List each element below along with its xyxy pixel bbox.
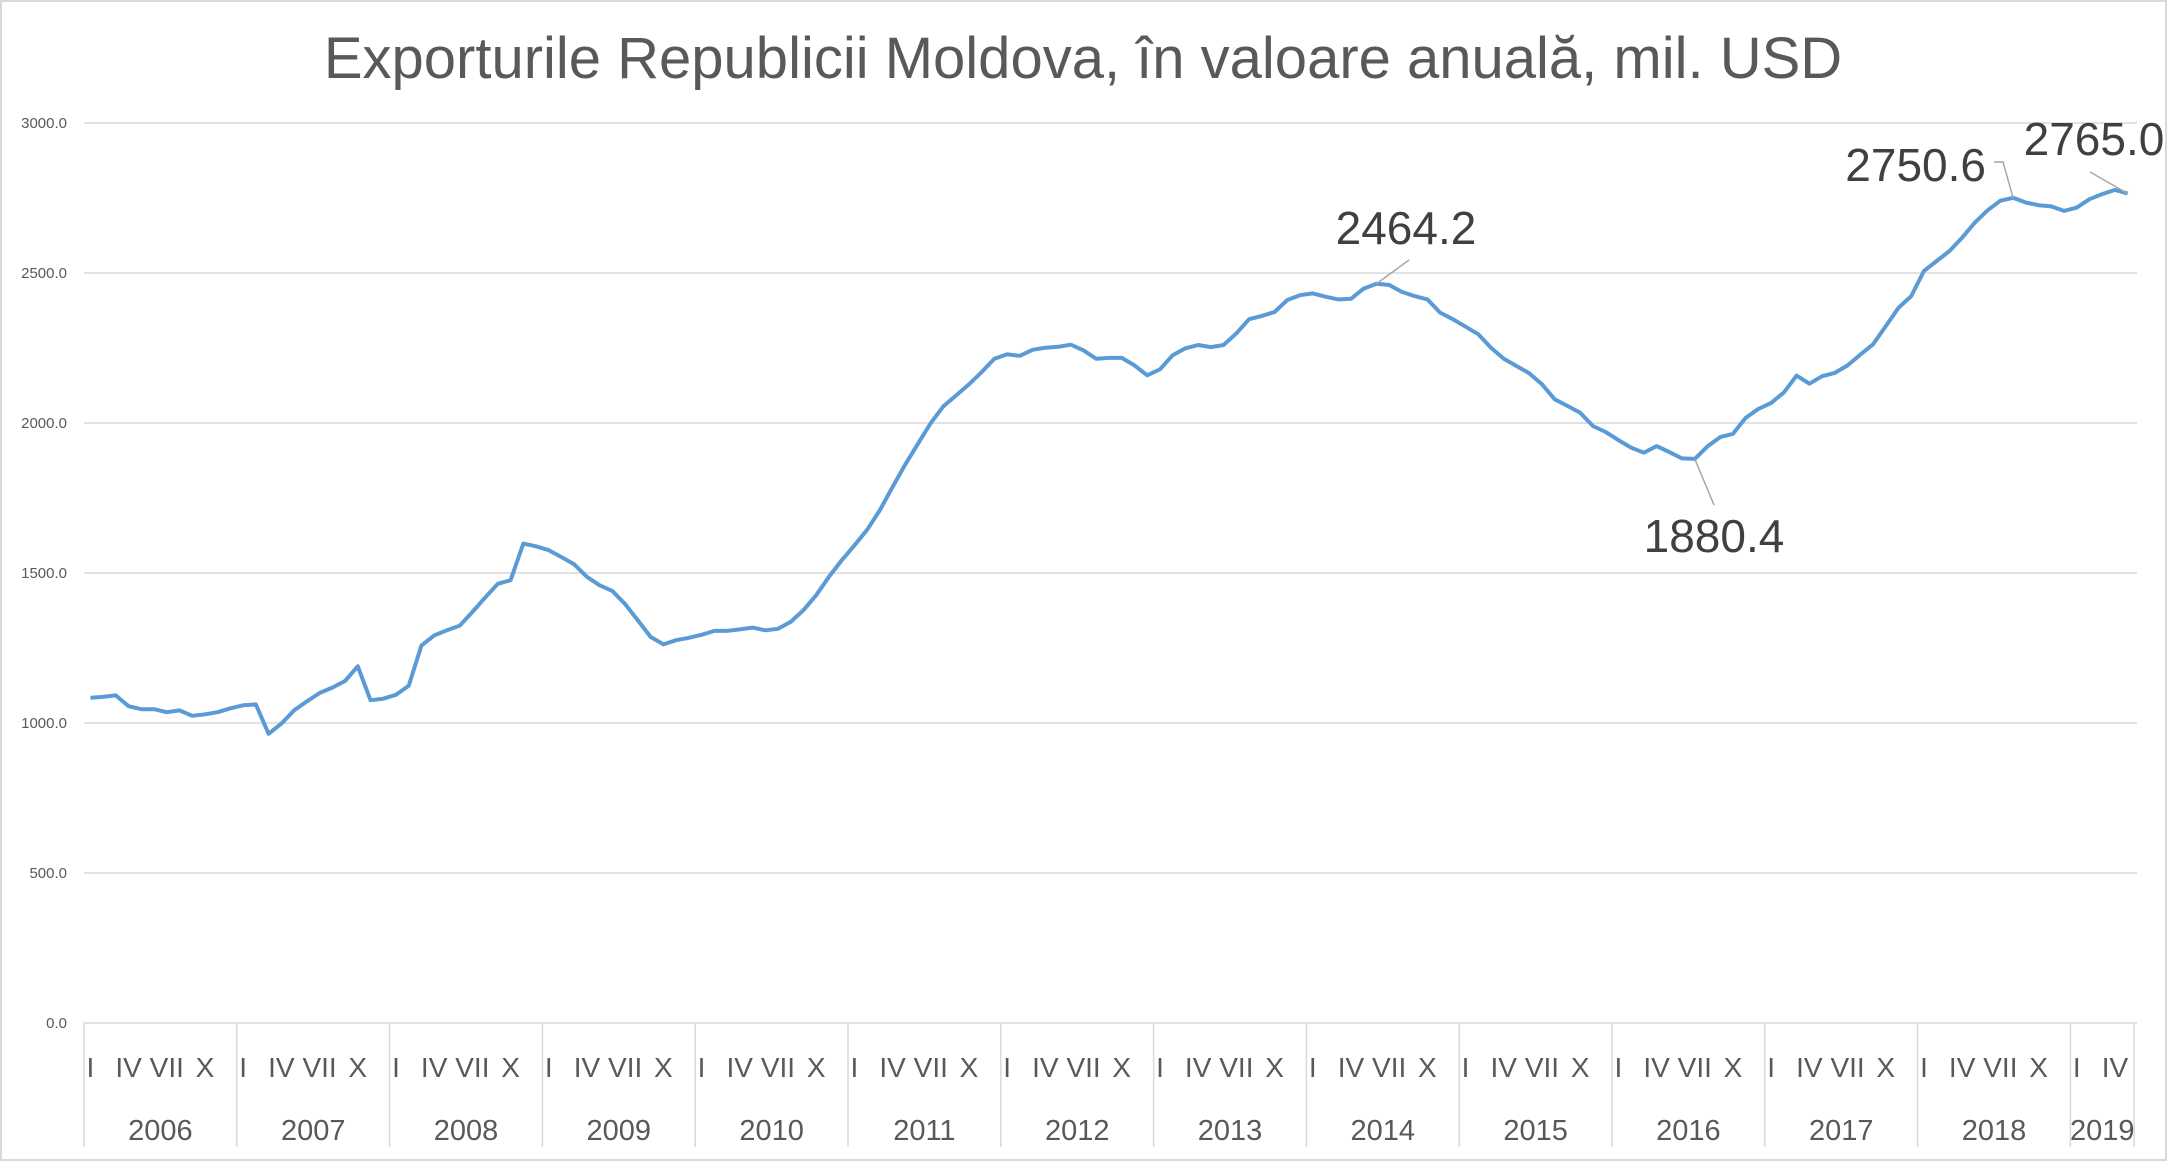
month-tick-label: VII [1219, 1052, 1253, 1083]
month-tick-label: VII [1678, 1052, 1712, 1083]
month-tick-label: I [1156, 1052, 1164, 1083]
leader-line [1694, 458, 1715, 506]
year-tick-label: 2007 [281, 1115, 346, 1147]
year-tick-label: 2016 [1656, 1115, 1721, 1147]
month-tick-label: IV [1949, 1052, 1976, 1083]
month-tick-label: VII [608, 1052, 642, 1083]
y-axis: 0.0 500.0 1000.0 1500.0 2000.0 2500.0 3000.0 [21, 115, 67, 1032]
leader-line [2089, 171, 2129, 195]
leader-line [1375, 259, 1410, 285]
month-tick-label: IV [115, 1052, 142, 1083]
month-tick-label: I [698, 1052, 706, 1083]
year-tick-label: 2008 [434, 1115, 499, 1147]
month-tick-label: VII [1372, 1052, 1406, 1083]
month-tick-label: IV [727, 1052, 754, 1083]
month-tick-label: X [1112, 1052, 1131, 1083]
month-tick-label: I [545, 1052, 553, 1083]
month-tick-label: I [1309, 1052, 1317, 1083]
data-label: 1880.4 [1644, 510, 1785, 562]
month-tick-label: VII [1525, 1052, 1559, 1083]
month-tick-label: X [1418, 1052, 1437, 1083]
month-tick-label: IV [574, 1052, 601, 1083]
month-tick-label: X [1265, 1052, 1284, 1083]
month-tick-label: I [392, 1052, 400, 1083]
month-tick-label: VII [914, 1052, 948, 1083]
month-tick-label: I [1767, 1052, 1775, 1083]
month-tick-label: X [196, 1052, 215, 1083]
month-tick-label: I [1920, 1052, 1928, 1083]
y-tick-label: 1000.0 [21, 715, 67, 732]
month-tick-label: I [239, 1052, 247, 1083]
y-tick-label: 1500.0 [21, 565, 67, 582]
y-tick-label: 0.0 [46, 1015, 67, 1032]
year-tick-label: 2006 [128, 1115, 193, 1147]
chart-title: Exporturile Republicii Moldova, în valoa… [324, 26, 1842, 91]
month-tick-label: I [2073, 1052, 2081, 1083]
month-tick-label: VII [1066, 1052, 1100, 1083]
month-tick-label: X [807, 1052, 826, 1083]
year-tick-label: 2011 [893, 1115, 955, 1147]
month-tick-label: VII [455, 1052, 489, 1083]
month-tick-label: I [1462, 1052, 1470, 1083]
month-tick-label: X [1876, 1052, 1895, 1083]
data-labels: 2464.2 1880.4 2750.6 2765.0 [1336, 113, 2165, 562]
month-tick-label: IV [1032, 1052, 1059, 1083]
y-tick-label: 500.0 [29, 865, 67, 882]
month-tick-label: VII [761, 1052, 795, 1083]
month-tick-label: VII [302, 1052, 336, 1083]
year-tick-label: 2018 [1962, 1115, 2027, 1147]
month-tick-label: X [960, 1052, 979, 1083]
month-tick-label: VII [1830, 1052, 1864, 1083]
data-label: 2750.6 [1845, 139, 1986, 191]
year-tick-label: 2012 [1045, 1115, 1110, 1147]
y-tick-label: 2000.0 [21, 415, 67, 432]
data-label: 2765.0 [2024, 113, 2165, 165]
y-tick-label: 2500.0 [21, 265, 67, 282]
month-tick-label: X [348, 1052, 367, 1083]
month-tick-label: IV [2102, 1052, 2129, 1083]
year-tick-label: 2014 [1351, 1115, 1416, 1147]
month-tick-label: X [501, 1052, 520, 1083]
month-tick-label: I [850, 1052, 858, 1083]
month-tick-label: IV [421, 1052, 448, 1083]
y-tick-label: 3000.0 [21, 115, 67, 132]
data-label: 2464.2 [1336, 202, 1477, 254]
series-line [90, 187, 2129, 736]
month-tick-label: X [654, 1052, 673, 1083]
leader-line [1994, 161, 2014, 199]
year-tick-label: 2009 [587, 1115, 652, 1147]
month-tick-label: X [2029, 1052, 2048, 1083]
month-tick-label: IV [1796, 1052, 1823, 1083]
month-tick-label: VII [150, 1052, 184, 1083]
year-tick-label: 2010 [739, 1115, 804, 1147]
month-tick-label: VII [1983, 1052, 2017, 1083]
month-tick-label: IV [1643, 1052, 1670, 1083]
month-tick-label: I [86, 1052, 94, 1083]
month-tick-label: X [1571, 1052, 1590, 1083]
month-tick-label: IV [1338, 1052, 1365, 1083]
year-tick-label: 2013 [1198, 1115, 1263, 1147]
month-tick-label: I [1003, 1052, 1011, 1083]
month-tick-label: IV [1491, 1052, 1518, 1083]
year-tick-label: 2015 [1503, 1115, 1568, 1147]
year-tick-label: 2019 [2070, 1115, 2135, 1147]
month-tick-label: IV [268, 1052, 295, 1083]
year-tick-label: 2017 [1809, 1115, 1874, 1147]
month-tick-label: X [1724, 1052, 1743, 1083]
series-exports [90, 187, 2129, 736]
gridlines [84, 122, 2137, 1024]
month-tick-label: I [1614, 1052, 1622, 1083]
month-tick-label: IV [1185, 1052, 1212, 1083]
month-tick-label: IV [879, 1052, 906, 1083]
